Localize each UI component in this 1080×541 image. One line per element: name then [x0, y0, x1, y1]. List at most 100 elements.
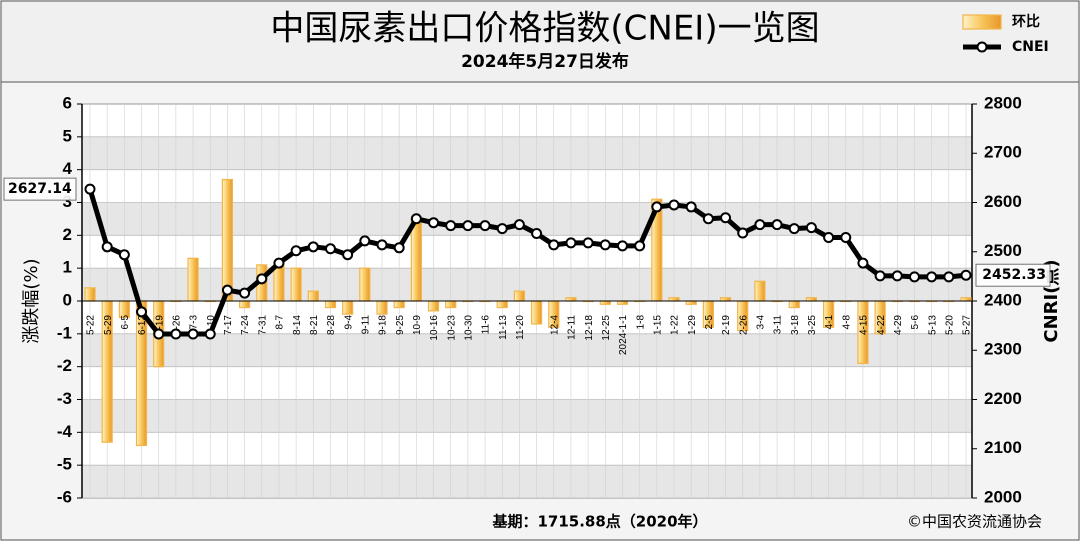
x-tick-label: 9-25	[395, 315, 406, 335]
x-tick-label: 5-27	[962, 315, 973, 335]
line-marker	[668, 199, 680, 211]
x-tick-label: 10-16	[429, 315, 440, 341]
x-tick-label: 4-8	[841, 315, 852, 330]
x-tick-label: 11-13	[498, 315, 509, 340]
line-marker	[221, 284, 233, 296]
line-marker	[153, 328, 165, 340]
grid-band	[82, 399, 972, 433]
grid-band	[82, 268, 972, 301]
line-marker	[376, 239, 388, 251]
line-marker	[101, 241, 113, 253]
line-marker	[324, 243, 336, 255]
bar	[496, 300, 508, 309]
x-tick-label: 1-22	[670, 315, 681, 335]
x-tick-label: 6-12	[137, 315, 148, 335]
bar	[342, 300, 354, 315]
x-tick-label: 5-22	[86, 315, 97, 335]
line-marker	[737, 227, 749, 239]
line-marker	[908, 271, 920, 283]
y-tick-label: 3	[63, 192, 72, 211]
bar	[118, 300, 130, 319]
x-tick-label: 5-13	[927, 315, 938, 335]
x-tick-label: 5-29	[103, 315, 114, 335]
x-tick-label: 7-24	[240, 315, 251, 335]
line-marker	[926, 271, 938, 283]
x-tick-label: 4-15	[859, 315, 870, 335]
x-tick-label: 11-6	[481, 315, 492, 335]
y2-tick-label: 2400	[984, 290, 1022, 309]
line-marker	[359, 235, 371, 247]
line-marker	[599, 239, 611, 251]
bar	[410, 218, 422, 302]
line-marker	[393, 242, 405, 254]
line-marker	[204, 328, 216, 340]
line-marker	[342, 249, 354, 261]
line-marker	[187, 328, 199, 340]
bar	[221, 178, 234, 302]
x-tick-label: 8-14	[292, 315, 303, 335]
line-marker	[840, 231, 852, 243]
line-marker	[118, 249, 130, 261]
line-marker	[582, 237, 594, 249]
line-marker	[445, 220, 457, 232]
y-tick-label: 2	[63, 225, 72, 244]
line-marker	[531, 228, 543, 240]
y2-tick-label: 2500	[984, 241, 1022, 260]
y2-tick-label: 2600	[984, 192, 1022, 211]
line-marker	[496, 223, 508, 235]
bar	[393, 300, 405, 309]
y2-tick-label: 2300	[984, 340, 1022, 359]
x-tick-label: 6-19	[154, 315, 165, 335]
line-marker	[513, 219, 525, 231]
x-tick-label: 10-23	[446, 315, 457, 341]
legend-label: CNEI	[1012, 39, 1049, 55]
line-marker	[565, 237, 577, 249]
line-marker	[239, 287, 251, 299]
y-tick-label: -5	[57, 455, 72, 474]
x-tick-label: 7-3	[189, 315, 200, 330]
x-tick-label: 2-19	[721, 315, 732, 335]
line-marker	[823, 231, 835, 243]
y-tick-label: 4	[63, 159, 73, 178]
line-marker	[462, 220, 474, 232]
line-marker	[685, 201, 697, 213]
line-marker	[256, 273, 268, 285]
line-marker	[136, 306, 148, 318]
source: ©中国农资流通协会	[907, 513, 1042, 531]
x-tick-label: 8-21	[309, 315, 320, 335]
line-marker	[273, 257, 285, 269]
bar	[445, 300, 457, 309]
x-tick-label: 8-7	[275, 315, 286, 330]
bar	[376, 300, 388, 315]
x-tick-label: 12-18	[584, 315, 595, 341]
bar	[754, 280, 766, 302]
x-tick-label: 7-17	[223, 315, 234, 335]
bar	[427, 300, 440, 312]
line-marker	[170, 328, 182, 340]
y-tick-label: 5	[63, 126, 72, 145]
x-tick-label: 3-4	[756, 315, 767, 330]
x-tick-label: 10-9	[412, 315, 423, 335]
x-tick-label: 5-20	[944, 315, 955, 335]
y-axis-title: 涨跌幅(%)	[21, 258, 42, 343]
bar	[307, 290, 319, 302]
line	[87, 188, 967, 337]
value-label: 2452.33	[982, 267, 1046, 283]
x-tick-label: 9-18	[378, 315, 389, 335]
x-tick-label: 6-26	[172, 315, 183, 335]
y-tick-label: 6	[63, 93, 72, 112]
line-marker	[857, 257, 869, 269]
x-tick-label: 4-1	[824, 315, 835, 330]
x-tick-label: 3-25	[807, 315, 818, 335]
bar	[238, 300, 251, 309]
line-marker	[428, 217, 440, 229]
x-tick-label: 4-22	[876, 315, 887, 335]
bar	[788, 300, 800, 309]
bar	[359, 267, 371, 302]
legend-swatch	[962, 14, 1002, 30]
line-marker	[754, 219, 766, 231]
line-marker	[874, 270, 886, 282]
y-tick-label: 0	[63, 290, 72, 309]
line-marker	[771, 219, 783, 231]
x-tick-label: 12-11	[567, 315, 578, 340]
